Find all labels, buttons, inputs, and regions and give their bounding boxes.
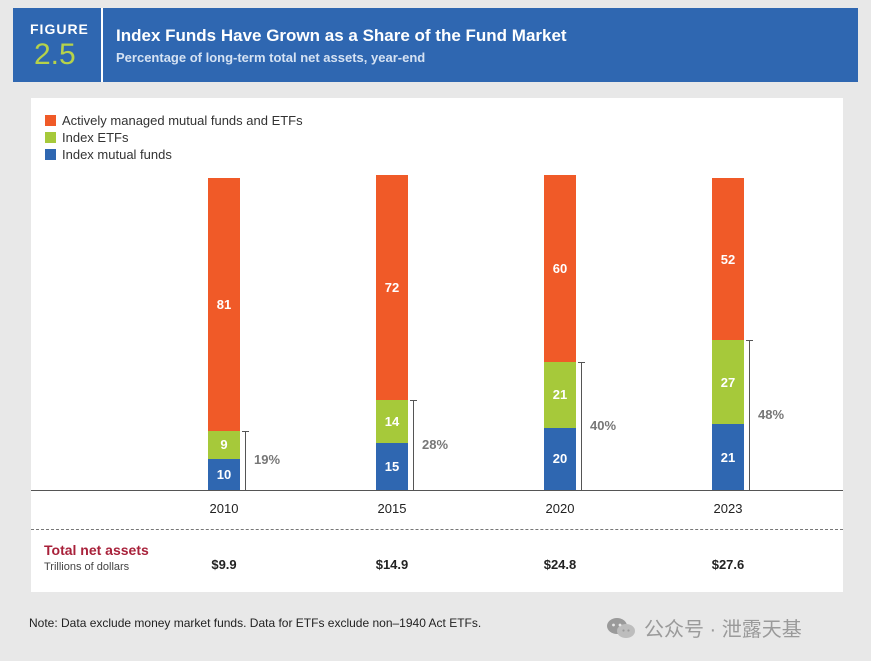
index-share-label-2015: 28% — [422, 436, 449, 452]
total-net-assets-value-2020: $24.8 — [543, 557, 577, 572]
bar-actively-managed-mutual-funds-and-etfs-2023: 52 — [712, 178, 744, 341]
chart-subtitle: Percentage of long-term total net assets… — [116, 50, 426, 65]
index-share-bracket-2015 — [413, 399, 414, 490]
total-net-assets-value-2023: $27.6 — [711, 557, 745, 572]
watermark-text: 公众号 · 泄露天基 — [644, 619, 802, 641]
x-tick-label-2015: 2015 — [377, 501, 407, 516]
legend-swatch — [45, 132, 56, 143]
index-share-bracket-cap — [242, 430, 249, 432]
index-share-label-2023: 48% — [758, 407, 785, 423]
figure-header: FIGURE 2.5 Index Funds Have Grown as a S… — [13, 8, 858, 82]
bar-index-etfs-2023: 27 — [712, 340, 744, 425]
legend-label: Actively managed mutual funds and ETFs — [62, 113, 303, 128]
legend-label: Index mutual funds — [62, 147, 172, 162]
legend-item-actively-managed-mutual-funds-and-etfs: Actively managed mutual funds and ETFs — [45, 112, 303, 129]
wechat-icon — [607, 617, 635, 638]
footnote: Note: Data exclude money market funds. D… — [29, 616, 482, 630]
bar-index-mutual-funds-2015: 15 — [376, 443, 408, 490]
bar-index-mutual-funds-2020: 20 — [544, 427, 576, 490]
total-net-assets-label: Total net assets — [44, 542, 149, 558]
chart-legend: Actively managed mutual funds and ETFs In… — [45, 112, 303, 163]
index-share-bracket-2023 — [749, 340, 750, 490]
chart-panel: Actively managed mutual funds and ETFs In… — [31, 98, 843, 592]
bar-index-mutual-funds-2023: 21 — [712, 424, 744, 490]
x-tick-label-2020: 2020 — [545, 501, 575, 516]
bar-index-mutual-funds-2010: 10 — [208, 458, 240, 490]
index-share-bracket-cap — [746, 340, 753, 342]
figure-label: FIGURE — [30, 21, 89, 37]
index-share-bracket-cap — [410, 399, 417, 401]
index-share-bracket-cap — [578, 362, 585, 364]
figure-number: 2.5 — [34, 38, 76, 71]
figure-number-box: FIGURE 2.5 — [13, 8, 103, 82]
watermark: 公众号 · 泄露天基 — [606, 613, 802, 642]
bar-index-etfs-2020: 21 — [544, 362, 576, 428]
legend-swatch — [45, 115, 56, 126]
chart-title: Index Funds Have Grown as a Share of the… — [116, 26, 567, 45]
total-net-assets-value-2015: $14.9 — [375, 557, 409, 572]
bar-index-etfs-2015: 14 — [376, 399, 408, 444]
index-share-bracket-2020 — [581, 362, 582, 490]
index-share-label-2010: 19% — [254, 452, 281, 468]
bar-actively-managed-mutual-funds-and-etfs-2010: 81 — [208, 178, 240, 431]
legend-item-index-mutual-funds: Index mutual funds — [45, 146, 303, 163]
x-tick-label-2023: 2023 — [713, 501, 743, 516]
chart-baseline — [31, 490, 843, 491]
bar-actively-managed-mutual-funds-and-etfs-2020: 60 — [544, 174, 576, 363]
bar-actively-managed-mutual-funds-and-etfs-2015: 72 — [376, 174, 408, 400]
index-share-label-2020: 40% — [590, 418, 617, 434]
legend-swatch — [45, 149, 56, 160]
legend-label: Index ETFs — [62, 130, 129, 145]
index-share-bracket-2010 — [245, 430, 246, 490]
bar-index-etfs-2010: 9 — [208, 430, 240, 459]
x-tick-label-2010: 2010 — [209, 501, 239, 516]
divider-dotted — [31, 529, 843, 530]
legend-item-index-etfs: Index ETFs — [45, 129, 303, 146]
total-net-assets-value-2010: $9.9 — [211, 557, 237, 572]
total-net-assets-sublabel: Trillions of dollars — [44, 561, 130, 573]
